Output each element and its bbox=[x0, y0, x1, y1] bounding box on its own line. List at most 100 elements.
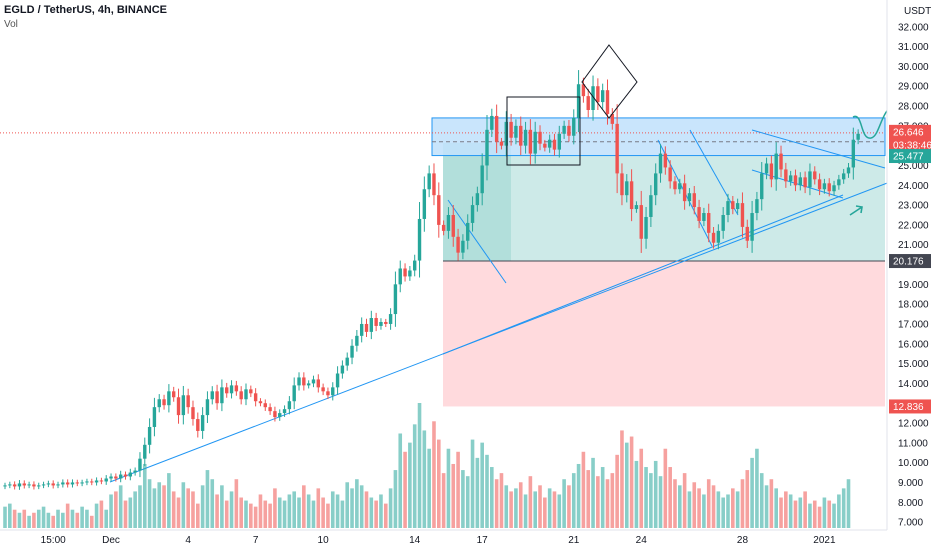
volume-bar bbox=[557, 494, 562, 528]
price-tick: 9.000 bbox=[898, 478, 923, 489]
flag-line bbox=[447, 199, 507, 284]
time-tick: 28 bbox=[737, 535, 749, 546]
candle bbox=[331, 382, 335, 401]
time-tick: 21 bbox=[568, 535, 580, 546]
volume-bar bbox=[408, 442, 412, 528]
volume-bar bbox=[398, 433, 403, 528]
volume-bar bbox=[504, 485, 509, 528]
candle-body bbox=[133, 470, 137, 473]
volume-bar bbox=[480, 442, 484, 528]
volume-bar bbox=[576, 463, 581, 528]
volume-bar bbox=[335, 494, 340, 528]
candle bbox=[673, 176, 677, 195]
candle-body bbox=[764, 163, 769, 174]
candle-body bbox=[543, 143, 547, 148]
volume-bar bbox=[263, 500, 268, 528]
candle bbox=[760, 162, 764, 211]
volume-bar bbox=[369, 497, 374, 528]
candle bbox=[615, 104, 619, 194]
candle-body bbox=[817, 179, 822, 190]
price-tick: 32.000 bbox=[898, 22, 929, 33]
candle bbox=[8, 481, 12, 489]
candle bbox=[393, 271, 398, 327]
candle-body bbox=[851, 139, 856, 168]
volume-bar bbox=[740, 479, 745, 528]
volume-bar bbox=[706, 479, 711, 528]
candle bbox=[596, 78, 600, 110]
candle-body bbox=[17, 483, 22, 487]
volume-bar bbox=[456, 451, 460, 528]
candle-body bbox=[302, 377, 306, 386]
candle-body bbox=[784, 169, 788, 182]
candle-body bbox=[152, 407, 157, 427]
candle bbox=[490, 108, 494, 138]
candle bbox=[27, 481, 31, 489]
diamond-pattern bbox=[581, 44, 638, 119]
volume-bar bbox=[528, 476, 533, 528]
candle bbox=[605, 79, 610, 125]
volume-bar bbox=[340, 500, 345, 528]
candle bbox=[239, 386, 243, 405]
candle-body bbox=[798, 177, 802, 186]
candle-body bbox=[827, 183, 831, 192]
candle-body bbox=[692, 193, 696, 208]
candle-body bbox=[210, 391, 214, 400]
volume-bar bbox=[827, 500, 832, 528]
candle-body bbox=[523, 129, 528, 146]
candle bbox=[152, 397, 157, 437]
candle bbox=[740, 192, 745, 238]
volume-bar bbox=[461, 470, 465, 528]
candle bbox=[205, 391, 210, 424]
volume-bar bbox=[610, 473, 615, 528]
candle bbox=[220, 379, 224, 412]
last-price-badge-bg bbox=[889, 124, 931, 139]
projected-path bbox=[852, 102, 896, 139]
quote-unit: USDT bbox=[904, 6, 931, 17]
candle bbox=[485, 114, 489, 181]
time-tick: 14 bbox=[409, 535, 421, 546]
candle bbox=[99, 477, 104, 485]
candle-body bbox=[629, 181, 634, 210]
volume-bar bbox=[470, 439, 475, 528]
candle-body bbox=[128, 472, 133, 477]
candle bbox=[258, 398, 263, 407]
volume-bar bbox=[605, 479, 610, 528]
candle bbox=[32, 481, 36, 490]
candle bbox=[678, 178, 682, 194]
candle-body bbox=[393, 284, 398, 315]
candle bbox=[3, 482, 7, 490]
last-price-badge-text: 26.646 bbox=[893, 127, 924, 138]
candle-body bbox=[721, 215, 725, 231]
candle bbox=[321, 383, 325, 396]
candle bbox=[504, 111, 508, 157]
candle-body bbox=[451, 215, 455, 237]
price-tick: 10.000 bbox=[898, 458, 929, 469]
price-tick: 22.000 bbox=[898, 220, 929, 231]
candle bbox=[172, 386, 176, 402]
candle bbox=[576, 70, 581, 133]
volume-bar bbox=[745, 470, 750, 528]
candle bbox=[644, 206, 648, 249]
candle-body bbox=[258, 401, 263, 404]
candle-body bbox=[321, 387, 325, 392]
candle bbox=[793, 169, 798, 192]
candle-body bbox=[22, 483, 26, 486]
candle bbox=[282, 405, 287, 417]
candle bbox=[398, 260, 402, 293]
time-tick: 4 bbox=[185, 535, 191, 546]
candle bbox=[147, 418, 152, 454]
volume-bar bbox=[586, 470, 591, 528]
volume-bar bbox=[687, 491, 692, 528]
volume-bar bbox=[750, 457, 754, 528]
volume-bar bbox=[639, 448, 644, 528]
candle bbox=[846, 162, 851, 178]
volume-bar bbox=[330, 491, 335, 528]
volume-bar bbox=[220, 485, 224, 528]
volume-bar bbox=[499, 473, 504, 528]
time-axis[interactable]: 15:00 Dec 4 7 10 14 17 21 24 28 2021 bbox=[0, 529, 887, 550]
candle bbox=[311, 375, 316, 388]
candle bbox=[726, 193, 730, 223]
candle bbox=[249, 385, 253, 398]
